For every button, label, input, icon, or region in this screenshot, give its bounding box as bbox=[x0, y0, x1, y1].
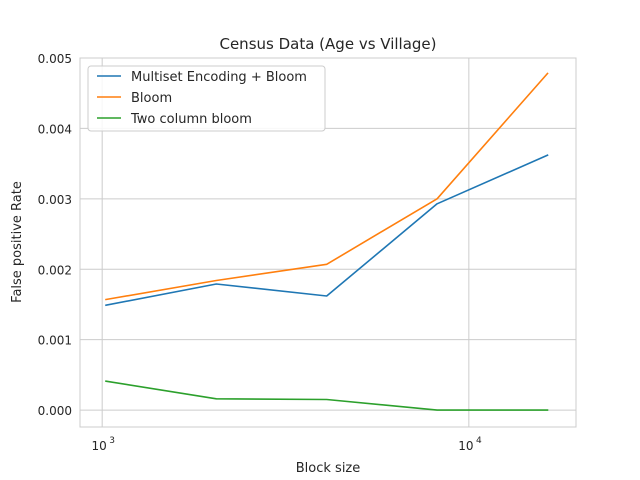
x-tick-label: 10 bbox=[92, 439, 107, 453]
y-tick-label: 0.002 bbox=[38, 263, 72, 277]
legend-label: Two column bloom bbox=[130, 112, 252, 127]
y-tick-label: 0.000 bbox=[38, 404, 72, 418]
legend-box bbox=[87, 65, 326, 132]
x-tick-exponent: 3 bbox=[109, 436, 115, 446]
plot-frame bbox=[79, 57, 577, 428]
series-line bbox=[105, 72, 549, 301]
legend: Multiset Encoding + Bloom Bloom Two column… bbox=[87, 65, 326, 132]
y-tick-label: 0.004 bbox=[38, 122, 72, 136]
series-lines bbox=[105, 72, 549, 411]
y-tick-label: 0.001 bbox=[38, 334, 72, 348]
chart-title: Census Data (Age vs Village) bbox=[219, 35, 436, 53]
x-tick-label: 10 bbox=[458, 439, 473, 453]
legend-label: Bloom bbox=[131, 91, 172, 106]
series-line bbox=[105, 154, 549, 307]
x-axis-label: Block size bbox=[296, 461, 361, 476]
y-tick-label: 0.005 bbox=[38, 52, 72, 66]
x-tick-exponent: 4 bbox=[476, 436, 482, 446]
series-line bbox=[105, 380, 549, 411]
y-tick-label: 0.003 bbox=[38, 193, 72, 207]
legend-label: Multiset Encoding + Bloom bbox=[131, 70, 307, 85]
y-axis-label: False positive Rate bbox=[10, 181, 25, 303]
